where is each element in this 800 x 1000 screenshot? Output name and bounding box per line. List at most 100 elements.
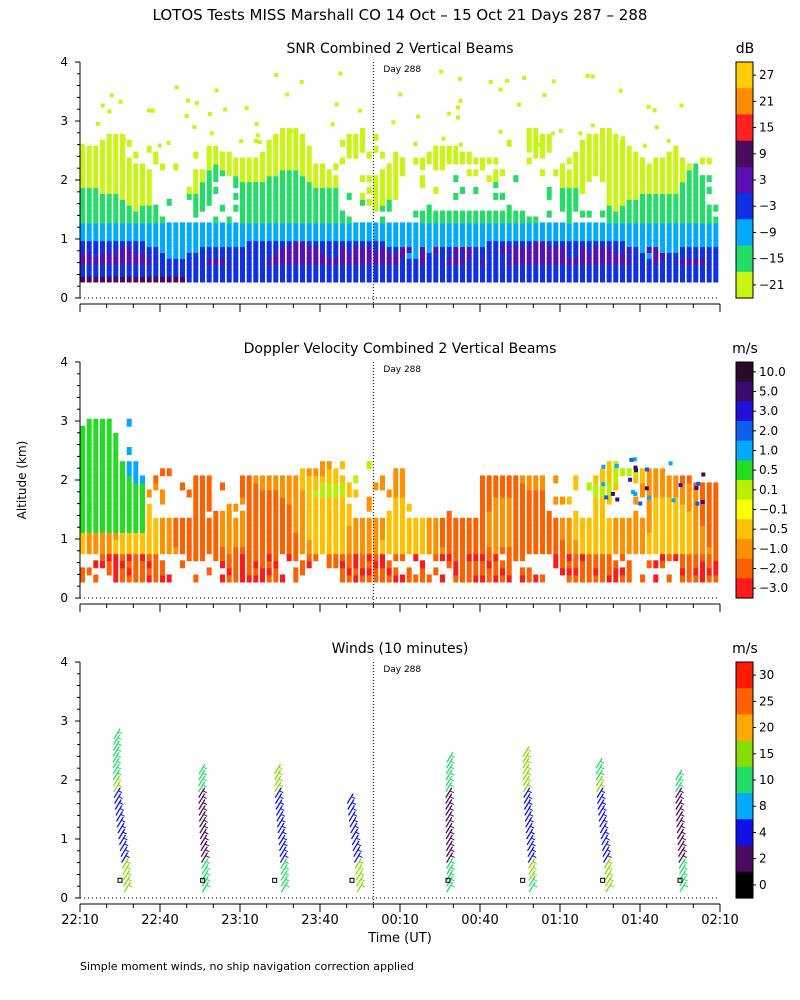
wind-barb-flag <box>532 872 538 876</box>
snr-cell <box>613 181 619 189</box>
snr-cell <box>213 240 219 248</box>
snr-cell <box>280 251 285 259</box>
wind-barb-flag <box>601 802 607 805</box>
wind-barb-flag <box>116 754 122 758</box>
wind-marker <box>200 877 206 883</box>
snr-cell <box>86 151 92 159</box>
velocity-cell <box>420 560 425 569</box>
wind-barb-flag <box>205 849 210 853</box>
snr-cell <box>246 263 252 271</box>
velocity-cell <box>273 560 279 569</box>
snr-cell <box>620 181 625 189</box>
snr-cell <box>516 102 521 107</box>
snr-cell <box>420 275 425 283</box>
velocity-cell <box>653 510 659 519</box>
snr-cell <box>233 263 239 271</box>
velocity-cell <box>300 567 305 576</box>
velocity-cell <box>86 510 92 519</box>
snr-cell <box>273 216 279 224</box>
velocity-cell <box>273 482 279 491</box>
velocity-cell <box>566 567 572 576</box>
wind-barb-flag <box>357 849 362 853</box>
velocity-cell <box>700 500 705 504</box>
snr-cell <box>553 246 559 253</box>
snr-cell <box>253 163 259 171</box>
snr-cell <box>300 198 305 206</box>
wind-barb-flag <box>608 866 613 870</box>
snr-cell <box>426 210 432 218</box>
snr-cell <box>560 163 565 171</box>
snr-cell <box>400 269 405 277</box>
velocity-cell <box>320 489 325 498</box>
velocity-cell <box>100 454 105 463</box>
snr-cell <box>120 204 125 212</box>
snr-cell <box>80 246 85 253</box>
snr-cell <box>420 175 425 183</box>
snr-cell <box>680 275 685 283</box>
velocity-cell <box>653 539 659 548</box>
snr-cell <box>526 228 532 236</box>
snr-cell <box>506 263 512 271</box>
velocity-cell <box>520 503 525 512</box>
colorbar-label: 3.0 <box>759 404 778 418</box>
velocity-cell <box>126 546 132 555</box>
snr-cell <box>272 136 277 141</box>
snr-cell <box>546 145 552 153</box>
colorbar-label: −15 <box>759 252 784 266</box>
snr-cell <box>240 187 245 194</box>
colorbar-label: 15 <box>759 121 774 135</box>
wind-marker <box>445 877 451 883</box>
snr-cell <box>346 257 352 265</box>
snr-cell <box>86 222 92 230</box>
velocity-cell <box>713 517 719 526</box>
velocity-cell <box>500 539 505 548</box>
snr-cell <box>266 151 272 159</box>
snr-cell <box>106 192 112 200</box>
velocity-cell <box>453 553 459 562</box>
velocity-cell <box>646 475 652 484</box>
snr-cell <box>326 222 332 230</box>
snr-cell <box>620 216 625 224</box>
wind-barb <box>275 793 283 804</box>
velocity-cell <box>600 482 605 491</box>
wind-barb <box>446 864 454 875</box>
snr-cell <box>320 257 325 265</box>
velocity-cell <box>480 532 485 540</box>
wind-barb <box>112 746 120 757</box>
snr-cell <box>446 157 452 165</box>
velocity-cell <box>604 495 609 500</box>
velocity-cell <box>686 567 692 576</box>
velocity-cell <box>240 489 245 498</box>
velocity-cell <box>306 553 312 562</box>
velocity-cell <box>473 560 479 569</box>
snr-cell <box>280 216 285 224</box>
snr-cell <box>266 145 272 153</box>
snr-cell <box>133 192 139 200</box>
velocity-cell <box>280 482 285 491</box>
snr-cell <box>220 169 225 177</box>
wind-barb-flag <box>283 849 289 853</box>
velocity-cell <box>686 574 692 583</box>
velocity-cell <box>160 489 165 498</box>
snr-cell <box>240 204 245 212</box>
velocity-cell <box>593 546 599 555</box>
snr-cell <box>340 246 345 253</box>
velocity-cell <box>520 524 525 533</box>
snr-cell <box>380 151 385 159</box>
velocity-cell <box>373 517 379 526</box>
velocity-cell <box>320 475 325 484</box>
velocity-cell <box>126 503 132 512</box>
snr-cell <box>226 228 232 236</box>
velocity-cell <box>193 503 199 512</box>
snr-cell <box>573 263 579 271</box>
snr-cell <box>346 269 352 277</box>
velocity-cell <box>120 461 125 470</box>
snr-cell <box>126 139 132 147</box>
snr-cell <box>346 228 352 236</box>
snr-cell <box>140 169 145 177</box>
snr-cell <box>86 251 92 259</box>
snr-cell <box>160 222 165 230</box>
wind-barb <box>597 799 605 810</box>
velocity-cell <box>100 503 105 512</box>
snr-cell <box>486 157 492 165</box>
